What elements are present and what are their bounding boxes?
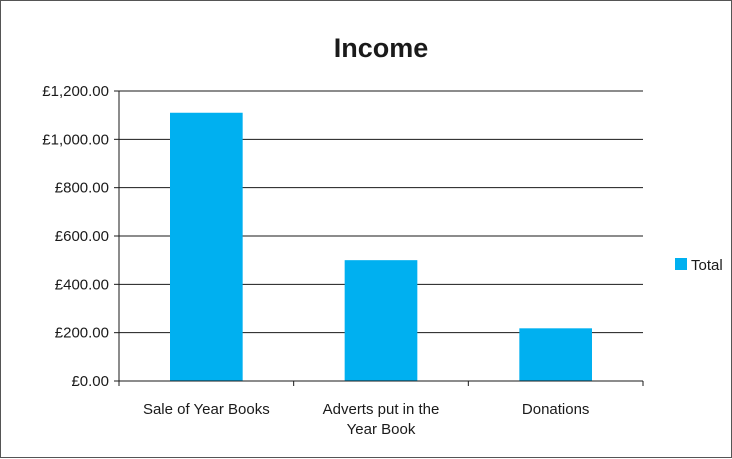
y-tick-label-6: £1,200.00 bbox=[42, 83, 109, 100]
y-tick-label-4: £800.00 bbox=[55, 180, 109, 197]
axes bbox=[114, 90, 644, 386]
bar-1 bbox=[344, 260, 418, 381]
legend-swatch-total bbox=[675, 258, 687, 270]
x-category-label-2: Donations bbox=[522, 401, 590, 418]
bar-2 bbox=[519, 328, 592, 381]
chart-title: Income bbox=[334, 33, 429, 63]
y-tick-label-3: £600.00 bbox=[55, 228, 109, 245]
x-category-label-0: Sale of Year Books bbox=[143, 401, 270, 418]
x-category-labels: Sale of Year Books Adverts put in the Year… bbox=[143, 401, 589, 438]
legend: Total bbox=[675, 257, 723, 274]
legend-label-total: Total bbox=[691, 257, 723, 274]
bars bbox=[170, 112, 592, 381]
y-tick-label-5: £1,000.00 bbox=[42, 131, 109, 148]
y-tick-label-1: £200.00 bbox=[55, 325, 109, 342]
y-tick-labels: £0.00 £200.00 £400.00 £600.00 £800.00 £1,000.… bbox=[42, 83, 109, 390]
bar-0 bbox=[170, 112, 243, 381]
y-tick-label-2: £400.00 bbox=[55, 276, 109, 293]
x-category-label-1: Adverts put in the Year Book bbox=[323, 401, 440, 438]
y-tick-label-0: £0.00 bbox=[71, 373, 109, 390]
